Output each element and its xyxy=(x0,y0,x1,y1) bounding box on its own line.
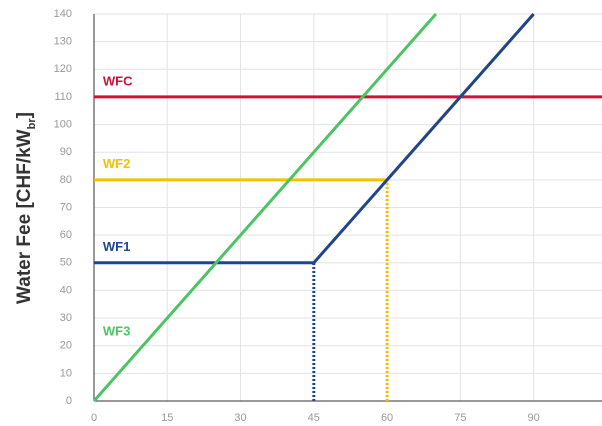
y-axis-label: Water Fee [CHF/kWbr] xyxy=(14,112,38,304)
y-tick-label: 140 xyxy=(54,8,72,20)
x-tick-label: 15 xyxy=(161,412,173,424)
y-tick-label: 40 xyxy=(60,284,72,296)
y-tick-label: 90 xyxy=(60,146,72,158)
series-line xyxy=(94,13,535,265)
series-label: WF3 xyxy=(103,323,130,338)
y-tick-label: 130 xyxy=(54,36,72,48)
y-tick-label: 50 xyxy=(60,257,72,269)
y-tick-label: 20 xyxy=(60,340,72,352)
y-label-end: ] xyxy=(14,112,35,118)
y-tick-label: 100 xyxy=(54,118,72,130)
y-tick-label: 30 xyxy=(60,312,72,324)
series-label: WF2 xyxy=(103,156,130,171)
y-tick-label: 70 xyxy=(60,201,72,213)
series-line xyxy=(92,13,438,402)
x-tick-label: 45 xyxy=(308,412,320,424)
x-tick-label: 30 xyxy=(234,412,246,424)
y-tick-label: 60 xyxy=(60,229,72,241)
x-tick-label: 90 xyxy=(527,412,539,424)
y-tick-label: 120 xyxy=(54,63,72,75)
x-tick-label: 0 xyxy=(91,412,97,424)
x-tick-label: 75 xyxy=(454,412,466,424)
y-tick-label: 0 xyxy=(66,395,72,407)
series-label: WF1 xyxy=(103,239,130,254)
y-label-sub: br xyxy=(26,118,38,130)
y-tick-label: 10 xyxy=(60,367,72,379)
y-label-main: Water Fee [CHF/kW xyxy=(14,129,35,304)
y-tick-label: 80 xyxy=(60,174,72,186)
y-tick-label: 110 xyxy=(54,91,72,103)
series-label: WFC xyxy=(103,73,133,88)
x-tick-label: 60 xyxy=(381,412,393,424)
